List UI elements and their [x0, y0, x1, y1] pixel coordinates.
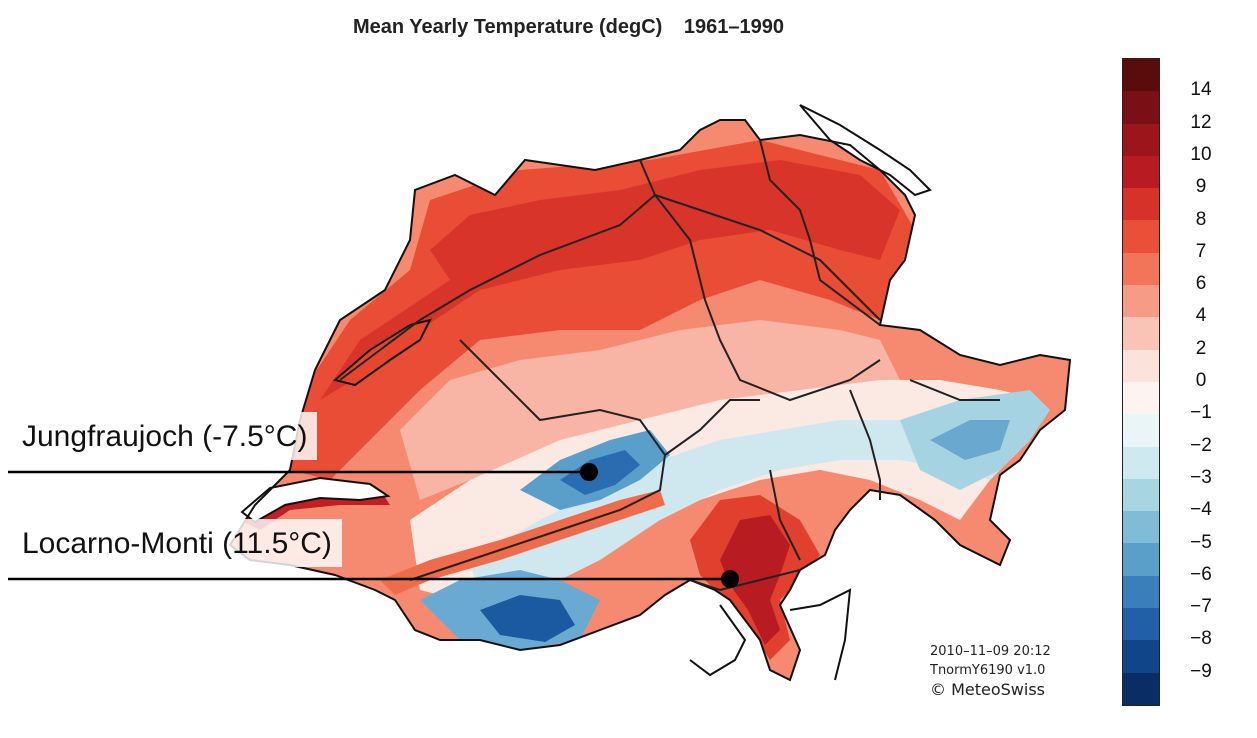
credit-version: TnormY6190 v1.0: [930, 663, 1046, 678]
jungfraujoch-marker: [8, 463, 598, 481]
lake-neuchatel: [332, 318, 432, 387]
colorbar-swatch: [1123, 511, 1159, 544]
valais-alps-coldest: [480, 595, 575, 642]
colorbar: [1122, 58, 1160, 706]
colorbar-swatch: [1123, 220, 1159, 253]
colorbar-tick-label: −9: [1190, 660, 1212, 682]
chart-title: Mean Yearly Temperature (degC) 1961–1990: [0, 16, 1257, 39]
annotation-locarno-monti: Locarno-Monti (11.5°C): [0, 519, 342, 567]
lake-geneva: [240, 476, 391, 524]
jungfraujoch-point: [580, 463, 598, 481]
lake-maggiore: [689, 604, 747, 677]
bernese-alps-coldest: [560, 450, 640, 495]
colorbar-swatch: [1123, 252, 1159, 286]
colorbar-tick-label: −2: [1190, 434, 1212, 456]
credit-copyright: © MeteoSwiss: [930, 680, 1045, 699]
lake-constance: [799, 104, 932, 197]
locarno-monti-marker: [8, 570, 739, 588]
locarno-point: [721, 570, 739, 588]
plateau-hot-zone: [320, 160, 900, 400]
colorbar-swatch: [1123, 188, 1159, 221]
colorbar-swatch: [1123, 285, 1159, 318]
credit-block: 2010–11–09 20:12 TnormY6190 v1.0 © Meteo…: [930, 642, 1070, 699]
ticino-hot: [720, 515, 790, 645]
credit-timestamp: 2010–11–09 20:12: [930, 644, 1051, 659]
colorbar-swatch: [1123, 349, 1159, 382]
colorbar-swatch: [1123, 640, 1159, 673]
lake-lugano: [789, 588, 852, 681]
colorbar-swatch: [1123, 478, 1159, 512]
colorbar-swatch: [1123, 59, 1159, 92]
title-main: Mean Yearly Temperature (degC): [352, 16, 663, 38]
alps-cold-zone: [470, 420, 1020, 600]
colorbar-swatch: [1123, 317, 1159, 350]
colorbar-swatch: [1123, 414, 1159, 447]
colorbar-tick-label: −5: [1190, 531, 1212, 553]
colorbar-swatch: [1123, 123, 1159, 156]
colorbar-swatch: [1123, 91, 1159, 124]
graubuenden-cold-core: [930, 420, 1010, 460]
colorbar-tick-label: −3: [1190, 466, 1212, 488]
colorbar-tick-label: 2: [1195, 337, 1207, 359]
temperature-field: [240, 140, 1050, 660]
colorbar-tick-label: 6: [1195, 273, 1207, 295]
colorbar-swatch: [1123, 575, 1159, 609]
colorbar-tick-label: −7: [1190, 596, 1212, 618]
colorbar-tick-label: −8: [1190, 628, 1212, 650]
colorbar-tick-label: 7: [1195, 240, 1207, 262]
colorbar-swatch: [1123, 446, 1159, 479]
colorbar-swatch: [1123, 543, 1159, 576]
region-boundaries: [339, 139, 1000, 592]
colorbar-tick-label: −1: [1190, 402, 1212, 424]
colorbar-tick-label: −6: [1190, 563, 1212, 585]
colorbar-swatch: [1123, 155, 1159, 189]
colorbar-tick-label: 8: [1195, 208, 1207, 230]
colorbar-tick-label: 10: [1190, 143, 1212, 165]
annotation-jungfraujoch: Jungfraujoch (-7.5°C): [0, 412, 318, 460]
country-border: [228, 119, 1072, 682]
colorbar-tick-label: 12: [1190, 111, 1212, 133]
title-period: 1961–1990: [683, 16, 785, 38]
colorbar-tick-label: −4: [1190, 499, 1212, 521]
colorbar-tick-label: 4: [1195, 305, 1207, 327]
colorbar-swatch: [1123, 672, 1159, 705]
colorbar-tick-label: 0: [1195, 370, 1207, 391]
colorbar-tick-label: 9: [1195, 176, 1207, 198]
colorbar-swatch: [1123, 381, 1159, 415]
colorbar-tick-label: 14: [1190, 79, 1212, 101]
prealps-cool-zone: [400, 320, 900, 500]
colorbar-swatch: [1123, 608, 1159, 641]
